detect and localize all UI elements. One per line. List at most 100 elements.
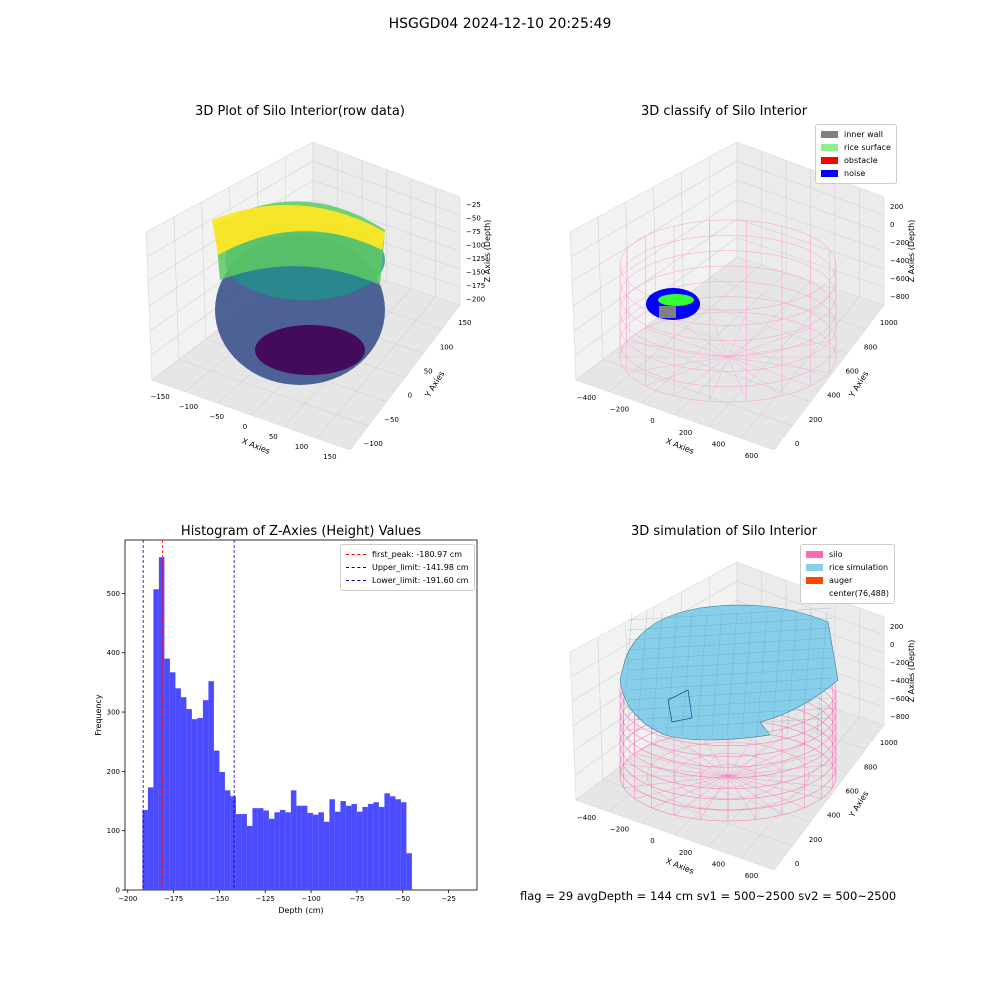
x-tick-label: 0 xyxy=(650,837,654,845)
x-tick-label: 200 xyxy=(679,849,692,857)
y-tick-label: 50 xyxy=(424,367,433,375)
z-axis-label: Z Axies (Depth) xyxy=(907,220,916,283)
mesh-line xyxy=(627,657,833,671)
y-tick-label: 200 xyxy=(809,836,822,844)
legend-item-obstacle: obstacle xyxy=(821,154,891,167)
x-tick-label: −25 xyxy=(441,895,456,903)
z-tick-label: −400 xyxy=(890,677,909,685)
x-tick-label: −150 xyxy=(210,895,229,903)
z-tick-label: −150 xyxy=(466,268,485,276)
x-tick-label: −175 xyxy=(164,895,183,903)
histogram-bar xyxy=(158,557,165,890)
scatter-rim xyxy=(212,205,385,255)
mesh-line xyxy=(696,611,708,736)
mesh-line xyxy=(801,611,813,736)
histogram-bar xyxy=(334,811,341,890)
histogram-bar xyxy=(345,805,352,890)
legend-item-noise: noise xyxy=(821,167,891,180)
histogram-bar xyxy=(400,802,407,890)
x-tick-label: −400 xyxy=(577,394,596,402)
legend-label: Upper_limit: -141.98 cm xyxy=(372,563,469,572)
auger-outline xyxy=(667,689,693,723)
y-tick-label: 600 xyxy=(845,367,858,375)
rice-simulation-surface xyxy=(619,604,839,741)
silo-spoke xyxy=(626,341,729,358)
z-axis-label: Z Axies (Depth) xyxy=(907,640,916,703)
histogram-bar xyxy=(208,681,214,890)
silo-floor-ring xyxy=(700,764,756,788)
plot4-legend: silo rice simulation auger center(76,488… xyxy=(800,544,895,604)
mesh-line xyxy=(636,611,648,736)
mesh-line xyxy=(816,611,828,736)
x-tick-label: −150 xyxy=(151,393,170,401)
histogram-bar xyxy=(169,672,176,890)
histogram-bar xyxy=(252,808,258,890)
mesh-line xyxy=(627,667,833,681)
histogram-bar xyxy=(301,805,308,890)
x-tick-label: 400 xyxy=(712,861,725,869)
plot1-title: 3D Plot of Silo Interior(row data) xyxy=(195,104,405,119)
silo-spoke xyxy=(673,317,729,358)
x-tick-label: 400 xyxy=(712,441,725,449)
z-tick-label: −75 xyxy=(466,228,481,236)
histogram-bar xyxy=(142,809,148,890)
legend-swatch xyxy=(821,131,838,138)
z-tick-label: −800 xyxy=(890,713,909,721)
z-tick-label: −175 xyxy=(466,282,485,290)
x-tick-label: −200 xyxy=(610,826,629,834)
classified-points xyxy=(646,288,700,320)
x-tick-label: −75 xyxy=(350,895,365,903)
grid-line xyxy=(708,156,711,278)
y-tick-label: 1000 xyxy=(880,319,898,327)
histogram-bar xyxy=(367,803,374,890)
histogram-bar xyxy=(246,825,253,890)
silo-spoke xyxy=(727,356,830,373)
legend-label: obstacle xyxy=(844,156,878,165)
scatter-points xyxy=(212,201,385,385)
legend-label: rice simulation xyxy=(829,563,889,572)
y-tick-label: 0 xyxy=(795,860,799,868)
legend-label: silo xyxy=(829,550,843,559)
histogram-bar xyxy=(312,814,319,890)
x-tick-label: −100 xyxy=(301,895,320,903)
legend-item-center: center(76,488) xyxy=(806,587,889,600)
inner-wall-points xyxy=(659,306,676,318)
mesh-line xyxy=(627,617,833,631)
histogram-bar xyxy=(290,790,297,890)
z-tick-label: −125 xyxy=(466,255,485,263)
mesh-line xyxy=(627,697,833,711)
histogram-bar xyxy=(202,700,209,890)
figure-title: HSGGD04 2024-12-10 20:25:49 xyxy=(388,16,612,32)
histogram-bar xyxy=(318,812,324,890)
silo-spoke xyxy=(645,327,729,358)
histogram-bar xyxy=(279,809,286,890)
legend-label: center(76,488) xyxy=(829,589,889,598)
z-tick-label: 200 xyxy=(890,203,903,211)
y-tick-label: 1000 xyxy=(880,739,898,747)
legend-item-upper-limit: Upper_limit: -141.98 cm xyxy=(346,561,469,574)
y-tick-label: 0 xyxy=(408,392,412,400)
histogram-bar xyxy=(351,803,357,890)
histogram-bar xyxy=(197,717,203,890)
y-tick-label: 400 xyxy=(107,649,120,657)
histogram-bar xyxy=(147,787,154,890)
legend-swatch xyxy=(821,170,838,177)
plot2-title: 3D classify of Silo Interior xyxy=(640,104,808,119)
x-tick-label: 50 xyxy=(269,433,278,441)
y-tick-label: −100 xyxy=(364,440,383,448)
mesh-line xyxy=(627,647,833,661)
mesh-line xyxy=(786,611,798,736)
silo-spoke xyxy=(727,356,783,397)
mesh-line xyxy=(681,611,693,736)
histogram-bar xyxy=(186,709,192,890)
legend-label: Lower_limit: -191.60 cm xyxy=(372,576,469,585)
x-tick-label: −125 xyxy=(256,895,275,903)
silo-spoke xyxy=(727,356,747,402)
mesh-line xyxy=(726,611,738,736)
silo-spoke xyxy=(709,356,729,402)
legend-label: rice surface xyxy=(844,143,891,152)
histogram-bar xyxy=(257,808,264,890)
grid-line xyxy=(740,296,860,439)
